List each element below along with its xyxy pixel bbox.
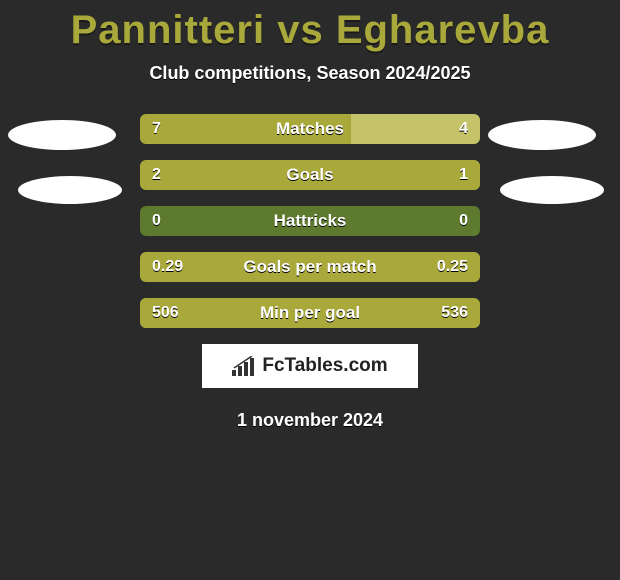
player-left-ellipse-mid [18, 176, 122, 204]
stat-row-mpg: 506536Min per goal [0, 298, 620, 328]
stat-label: Goals per match [140, 252, 480, 282]
stat-label: Min per goal [140, 298, 480, 328]
player-right-ellipse-top [488, 120, 596, 150]
stat-track: 0.290.25Goals per match [140, 252, 480, 282]
chart-bars-icon [232, 356, 256, 376]
stat-row-gpm: 0.290.25Goals per match [0, 252, 620, 282]
stat-label: Goals [140, 160, 480, 190]
date-text: 1 november 2024 [0, 410, 620, 431]
player-left-ellipse-top [8, 120, 116, 150]
stat-label: Matches [140, 114, 480, 144]
stat-label: Hattricks [140, 206, 480, 236]
stat-track: 506536Min per goal [140, 298, 480, 328]
stat-track: 74Matches [140, 114, 480, 144]
source-logo-text: FcTables.com [262, 355, 387, 377]
stat-row-hattricks: 00Hattricks [0, 206, 620, 236]
stat-track: 21Goals [140, 160, 480, 190]
stat-track: 00Hattricks [140, 206, 480, 236]
player-right-ellipse-mid [500, 176, 604, 204]
source-logo[interactable]: FcTables.com [202, 344, 418, 388]
page-title: Pannitteri vs Egharevba [0, 0, 620, 53]
comparison-infographic: Pannitteri vs Egharevba Club competition… [0, 0, 620, 580]
subtitle: Club competitions, Season 2024/2025 [0, 63, 620, 84]
